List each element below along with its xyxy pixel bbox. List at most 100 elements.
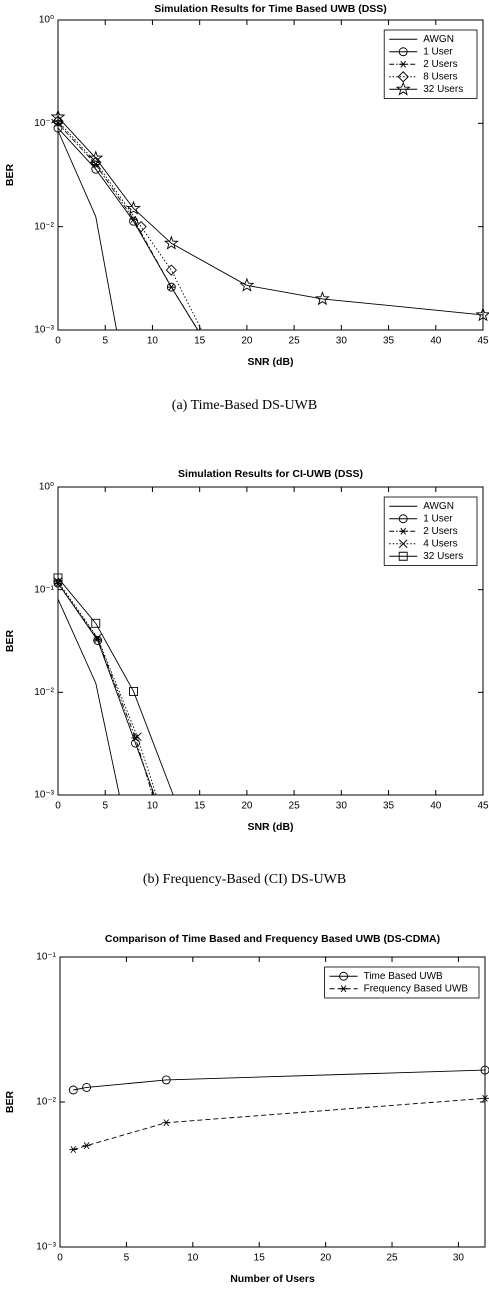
- x-tick-label: 20: [241, 336, 253, 347]
- data-point: [135, 221, 147, 233]
- series-line: [73, 1097, 486, 1150]
- y-axis-label: BER: [4, 1090, 16, 1113]
- data-point: [53, 573, 63, 583]
- x-tick-label: 30: [336, 801, 348, 812]
- x-tick-label: 5: [124, 1253, 130, 1264]
- y-tick-label: 10⁻³: [36, 1242, 56, 1253]
- x-tick-label: 15: [194, 801, 206, 812]
- x-tick-label: 10: [147, 336, 159, 347]
- data-point: [129, 687, 139, 696]
- y-tick-label: 10⁻²: [34, 687, 54, 698]
- data-point: [53, 123, 63, 133]
- caption: (b) Frequency-Based (CI) DS-UWB: [143, 872, 346, 887]
- series-line: [57, 123, 199, 331]
- y-axis-label: BER: [4, 629, 16, 652]
- data-point: [480, 1065, 489, 1075]
- x-tick-label: 5: [102, 801, 108, 812]
- x-tick-label: 45: [477, 336, 489, 347]
- legend-marker: [339, 971, 349, 981]
- legend-marker: [398, 539, 408, 549]
- series-line: [57, 581, 157, 796]
- x-tick-label: 45: [477, 801, 489, 812]
- legend-label: 2 Users: [423, 59, 457, 70]
- data-point: [68, 1085, 78, 1095]
- data-point: [163, 235, 179, 250]
- data-point: [162, 1119, 171, 1127]
- data-point: [129, 216, 139, 226]
- data-point: [475, 307, 489, 322]
- y-tick-label: 10⁻³: [34, 790, 54, 801]
- chart-title: Comparison of Time Based and Frequency B…: [105, 933, 440, 945]
- series-line: [57, 577, 174, 796]
- series-line: [57, 120, 202, 331]
- data-point: [91, 164, 101, 174]
- x-tick-label: 40: [430, 801, 442, 812]
- data-point: [54, 579, 62, 587]
- data-point: [161, 1075, 171, 1085]
- x-tick-label: 0: [55, 336, 61, 347]
- legend-label: 32 Users: [423, 84, 463, 95]
- y-tick-label: 10⁻¹: [34, 584, 54, 595]
- data-point: [91, 618, 101, 628]
- legend-marker: [395, 81, 411, 96]
- series-line: [57, 582, 155, 796]
- x-tick-label: 20: [320, 1253, 332, 1264]
- plot-frame: [57, 19, 484, 331]
- legend-marker: [398, 514, 408, 524]
- legend-marker: [399, 527, 408, 535]
- x-tick-label: 0: [57, 1253, 63, 1264]
- x-tick-label: 10: [187, 1253, 199, 1264]
- data-point: [93, 636, 103, 645]
- data-point: [69, 1146, 78, 1154]
- plot-frame: [57, 486, 484, 796]
- x-axis-label: SNR (dB): [247, 821, 293, 833]
- x-tick-label: 10: [147, 801, 159, 812]
- legend-label: 2 Users: [423, 526, 457, 537]
- x-tick-label: 15: [194, 336, 206, 347]
- legend-label: AWGN: [423, 501, 454, 512]
- legend-label: 1 User: [423, 513, 453, 524]
- x-tick-label: 25: [386, 1253, 398, 1264]
- legend-label: AWGN: [423, 34, 454, 45]
- x-tick-label: 30: [453, 1253, 465, 1264]
- x-tick-label: 25: [289, 336, 301, 347]
- caption: (a) Time-Based DS-UWB: [172, 398, 317, 413]
- x-axis-label: SNR (dB): [247, 356, 293, 368]
- data-point: [82, 1142, 91, 1150]
- legend-label: 4 Users: [423, 538, 457, 549]
- series-line: [73, 1069, 486, 1091]
- data-point: [129, 215, 138, 223]
- x-axis-label: Number of Users: [230, 1273, 315, 1285]
- legend-label: 8 Users: [423, 71, 457, 82]
- legend-marker: [339, 985, 348, 993]
- data-point: [82, 1083, 92, 1092]
- x-tick-label: 0: [55, 801, 61, 812]
- series-line: [57, 130, 118, 331]
- x-tick-label: 25: [289, 801, 301, 812]
- y-axis-label: BER: [4, 163, 16, 186]
- data-point: [88, 150, 104, 165]
- chart-title: Simulation Results for Time Based UWB (D…: [154, 3, 387, 15]
- legend-marker: [398, 551, 408, 561]
- data-point: [239, 277, 255, 292]
- data-point: [315, 291, 330, 306]
- x-tick-label: 35: [383, 336, 395, 347]
- x-tick-label: 20: [241, 801, 253, 812]
- y-tick-label: 10⁰: [39, 15, 54, 26]
- x-tick-label: 15: [254, 1253, 266, 1264]
- y-tick-label: 10⁰: [39, 482, 54, 493]
- data-point: [133, 732, 142, 741]
- series-line: [57, 598, 120, 796]
- data-point: [481, 1094, 489, 1102]
- legend-marker: [398, 47, 408, 57]
- data-point: [50, 109, 66, 124]
- legend-marker: [399, 60, 408, 68]
- data-point: [93, 635, 102, 643]
- legend-label: 32 Users: [423, 551, 463, 562]
- y-tick-label: 10⁻¹: [34, 118, 54, 129]
- legend-box: [324, 966, 480, 999]
- chart-title: Simulation Results for CI-UWB (DSS): [178, 468, 363, 480]
- data-point: [167, 283, 176, 291]
